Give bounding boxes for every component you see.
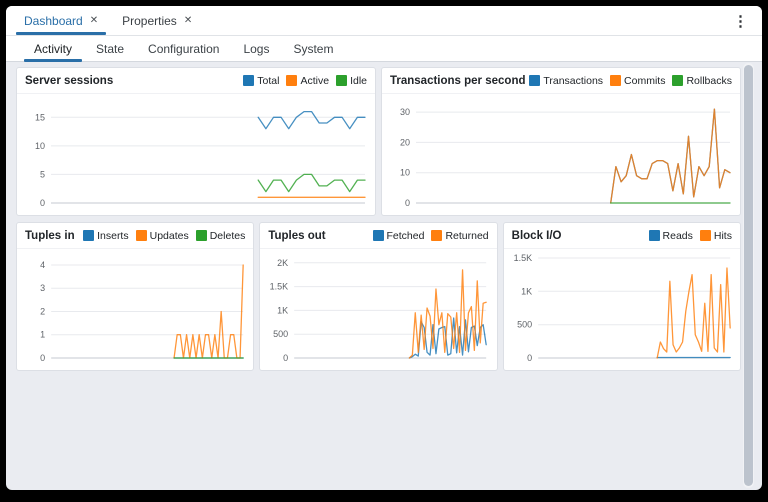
svg-text:2K: 2K xyxy=(277,258,288,268)
legend-label: Total xyxy=(257,74,280,87)
subnav-state[interactable]: State xyxy=(96,41,125,56)
svg-text:0: 0 xyxy=(283,353,288,363)
svg-text:1.5K: 1.5K xyxy=(270,282,289,292)
subnav-system[interactable]: System xyxy=(293,41,334,56)
panel-title: Block I/O xyxy=(511,229,562,242)
svg-text:1K: 1K xyxy=(277,305,288,315)
tab-dashboard[interactable]: Dashboard ✕ xyxy=(12,6,110,35)
subnav-activity[interactable]: Activity xyxy=(22,36,84,62)
legend-swatch-transactions xyxy=(529,75,541,86)
svg-text:4: 4 xyxy=(40,260,45,270)
svg-text:0: 0 xyxy=(527,353,532,363)
legend-swatch-total xyxy=(243,75,255,86)
panel-title: Tuples in xyxy=(25,229,75,242)
legend-label: Hits xyxy=(713,229,732,242)
legend-swatch-fetched xyxy=(372,230,384,241)
legend-item: Active xyxy=(286,75,329,87)
chart-legend: Inserts Updates Deletes xyxy=(83,230,245,242)
legend-label: Inserts xyxy=(97,229,129,242)
tuples-in-chart: 0 1 2 3 4 xyxy=(40,260,244,363)
legend-label: Rollbacks xyxy=(686,74,732,87)
legend-item: Inserts xyxy=(83,230,129,242)
legend-label: Deletes xyxy=(209,229,246,242)
tab-properties[interactable]: Properties ✕ xyxy=(110,6,204,35)
vertical-scrollbar[interactable] xyxy=(743,63,754,488)
legend-swatch-deletes xyxy=(195,230,207,241)
panel-block-io: Block I/O Reads Hits 0 500 1K 1.5K xyxy=(502,222,741,371)
legend-item: Commits xyxy=(610,75,665,87)
svg-text:500: 500 xyxy=(273,329,288,339)
svg-text:15: 15 xyxy=(35,112,45,122)
tab-dashboard-label: Dashboard xyxy=(24,13,83,28)
svg-text:10: 10 xyxy=(35,141,45,151)
subnav-configuration[interactable]: Configuration xyxy=(148,41,220,56)
legend-label: Returned xyxy=(445,229,489,242)
transactions-per-second-chart: 0 10 20 30 xyxy=(400,107,731,208)
svg-text:1.5K: 1.5K xyxy=(513,253,532,263)
chart-legend: Transactions Commits Rollbacks xyxy=(529,75,732,87)
tuples-out-chart: 0 500 1K 1.5K 2K xyxy=(270,258,488,363)
legend-item: Transactions xyxy=(529,75,603,87)
legend-label: Updates xyxy=(149,229,189,242)
block-io-chart: 0 500 1K 1.5K xyxy=(513,253,731,363)
pgadmin-dashboard-window: Dashboard ✕ Properties ✕ ⋮ Activity Stat… xyxy=(6,6,762,490)
legend-label: Reads xyxy=(662,229,693,242)
legend-swatch-reads xyxy=(648,230,660,241)
server-sessions-chart: 0 5 10 15 xyxy=(35,110,366,208)
legend-item: Deletes xyxy=(195,229,246,242)
svg-text:3: 3 xyxy=(40,283,45,293)
panel-server-sessions: Server sessions Total Active Idle 0 5 10 15 xyxy=(16,67,376,216)
chart-legend: Reads Hits xyxy=(648,229,732,242)
legend-item: Hits xyxy=(699,229,732,242)
legend-item: Fetched xyxy=(372,229,425,242)
legend-item: Idle xyxy=(336,75,367,87)
svg-text:0: 0 xyxy=(405,198,410,208)
panel-tuples-out: Tuples out Fetched Returned 0 500 1K 1.5K 2K xyxy=(259,222,498,371)
legend-label: Transactions xyxy=(543,74,604,87)
panel-tuples-in: Tuples in Inserts Updates Deletes 0 1 2 3 4 xyxy=(16,222,255,371)
kebab-menu-icon[interactable]: ⋮ xyxy=(733,12,748,30)
svg-text:2: 2 xyxy=(40,307,45,317)
legend-label: Idle xyxy=(350,74,367,87)
close-icon[interactable]: ✕ xyxy=(89,14,99,26)
svg-text:10: 10 xyxy=(400,168,410,178)
panel-transactions-per-second: Transactions per second Transactions Com… xyxy=(381,67,741,216)
scrollbar-thumb[interactable] xyxy=(744,65,753,486)
tab-properties-label: Properties xyxy=(122,13,177,28)
legend-label: Commits xyxy=(624,74,666,87)
legend-swatch-rollbacks xyxy=(672,75,684,86)
chart-legend: Total Active Idle xyxy=(243,75,367,87)
panel-title: Tuples out xyxy=(268,229,326,242)
svg-text:500: 500 xyxy=(517,320,532,330)
chart-legend: Fetched Returned xyxy=(372,229,489,242)
svg-text:30: 30 xyxy=(400,107,410,117)
legend-item: Reads xyxy=(648,229,693,242)
legend-swatch-active xyxy=(286,75,298,86)
svg-text:20: 20 xyxy=(400,137,410,147)
legend-item: Returned xyxy=(431,229,489,242)
legend-swatch-hits xyxy=(699,230,711,241)
svg-text:1: 1 xyxy=(40,330,45,340)
legend-swatch-commits xyxy=(610,75,622,86)
legend-swatch-returned xyxy=(431,230,443,241)
legend-item: Rollbacks xyxy=(672,75,732,87)
panel-title: Transactions per second xyxy=(390,74,526,87)
legend-label: Fetched xyxy=(386,229,425,242)
dashboard-content: Server sessions Total Active Idle 0 5 10 15… xyxy=(6,62,762,371)
legend-item: Updates xyxy=(135,229,189,242)
legend-swatch-inserts xyxy=(83,230,95,241)
svg-text:5: 5 xyxy=(40,169,45,179)
close-icon[interactable]: ✕ xyxy=(183,14,193,26)
svg-text:0: 0 xyxy=(40,353,45,363)
tab-bar: Dashboard ✕ Properties ✕ ⋮ xyxy=(6,6,762,36)
legend-swatch-idle xyxy=(336,75,348,86)
legend-label: Active xyxy=(300,74,330,87)
legend-swatch-updates xyxy=(135,230,147,241)
svg-text:1K: 1K xyxy=(521,286,532,296)
subnav-logs[interactable]: Logs xyxy=(243,41,270,56)
dashboard-subnav: Activity State Configuration Logs System xyxy=(6,36,762,62)
svg-text:0: 0 xyxy=(40,198,45,208)
legend-item: Total xyxy=(243,75,279,87)
panel-title: Server sessions xyxy=(25,74,114,87)
